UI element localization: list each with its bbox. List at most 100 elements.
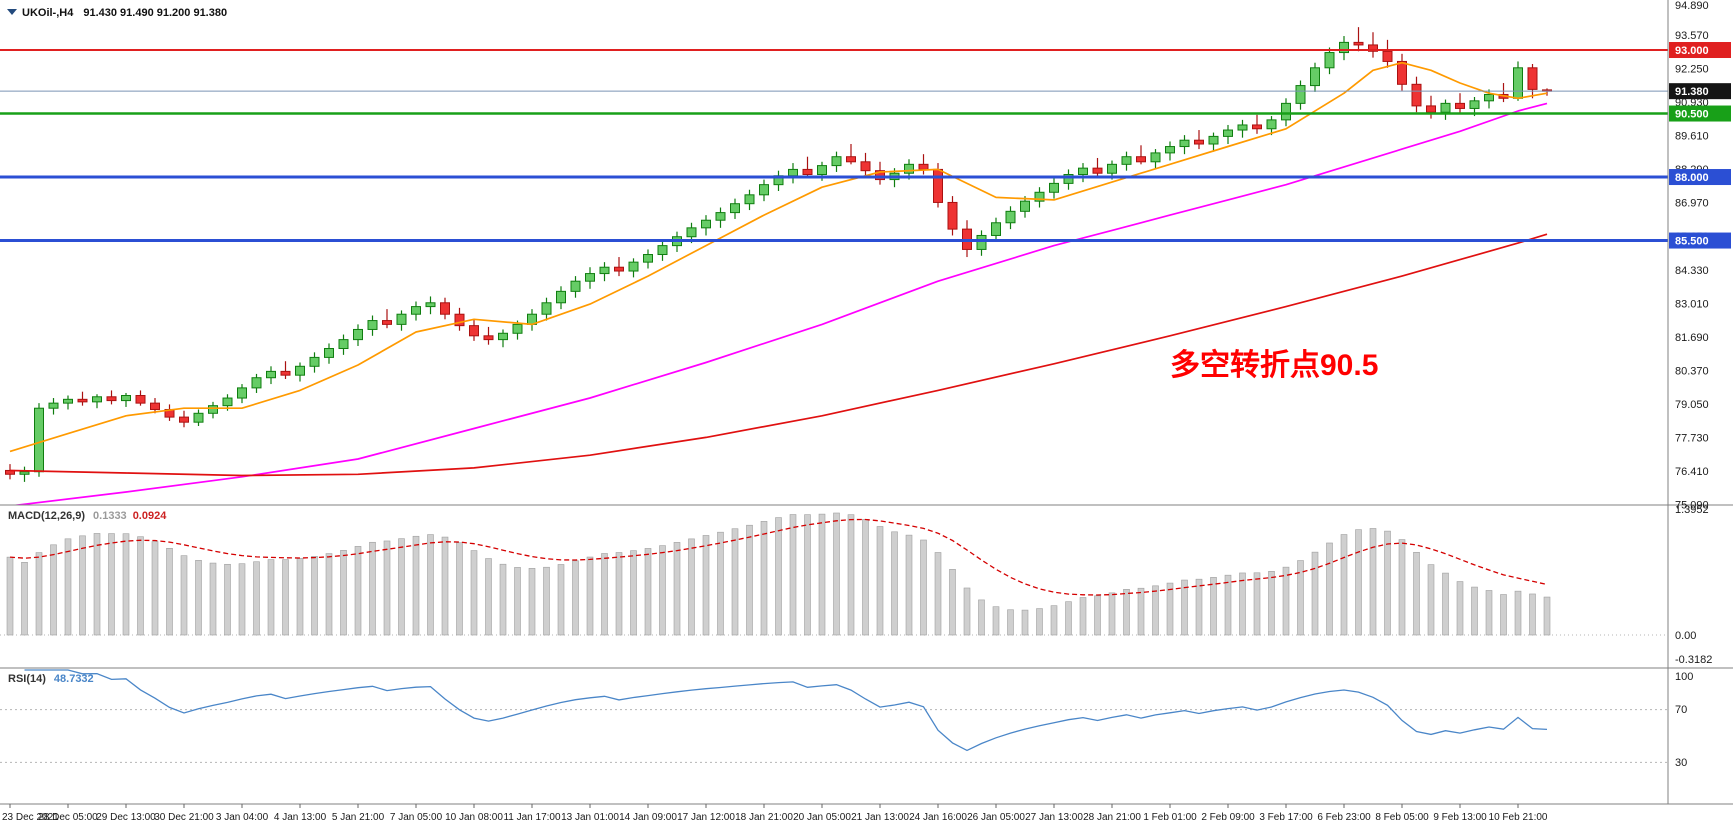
macd-histogram-bar <box>1224 574 1232 636</box>
macd-histogram-bar <box>963 587 971 636</box>
candle-body <box>1484 93 1494 102</box>
candle-body <box>744 194 755 205</box>
macd-histogram-bar <box>1166 582 1174 636</box>
candle-body <box>1324 52 1335 69</box>
candle-body <box>1527 67 1538 90</box>
macd-main-value: 0.1333 <box>93 510 127 522</box>
time-axis-label: 30 Dec 21:00 <box>154 812 214 823</box>
rsi-name: RSI(14) <box>8 673 46 685</box>
candle-body <box>1281 102 1291 121</box>
macd-histogram-bar <box>1340 534 1348 636</box>
candle-body <box>1339 41 1349 54</box>
candle-body <box>715 212 726 221</box>
candle-body <box>19 471 30 475</box>
macd-histogram-bar <box>1369 528 1377 636</box>
macd-histogram-bar <box>644 548 652 636</box>
time-axis-label: 14 Jan 09:00 <box>619 812 677 823</box>
candle-body <box>1150 152 1161 163</box>
macd-histogram-bar <box>1181 579 1188 636</box>
macd-histogram-bar <box>1398 539 1406 636</box>
price-axis-label: 89.610 <box>1675 131 1709 143</box>
macd-histogram-bar <box>1471 586 1478 636</box>
macd-histogram-bar <box>1355 529 1362 636</box>
macd-histogram-bar <box>1543 596 1551 636</box>
macd-signal-line <box>9 518 1548 596</box>
time-axis-label: 10 Feb 21:00 <box>1489 812 1548 823</box>
candle-body <box>1049 182 1059 193</box>
price-axis-label: 83.010 <box>1675 298 1709 310</box>
candle-body <box>1165 146 1175 154</box>
macd-histogram-bar <box>833 512 840 636</box>
candle-body <box>1107 163 1117 174</box>
candle-body <box>1136 156 1146 163</box>
macd-histogram-bar <box>1384 530 1391 636</box>
candle-body <box>382 320 392 325</box>
candle-body <box>1179 139 1190 148</box>
time-axis-label: 8 Feb 05:00 <box>1375 812 1429 823</box>
macd-histogram-bar <box>514 567 521 636</box>
macd-histogram-bar <box>1094 595 1101 636</box>
candle-body <box>324 348 334 358</box>
time-axis-label: 21 Jan 13:00 <box>851 812 909 823</box>
macd-histogram-bar <box>1282 566 1290 636</box>
macd-panel[interactable] <box>0 512 1668 636</box>
candle-body <box>1223 129 1233 137</box>
macd-histogram-bar <box>166 548 173 636</box>
macd-histogram-bar <box>1079 597 1087 636</box>
macd-histogram-bar <box>108 533 115 636</box>
candle-body <box>121 395 131 402</box>
price-axis-label: 75.090 <box>1675 500 1709 512</box>
candle-body <box>846 156 856 163</box>
macd-histogram-bar <box>1485 590 1493 636</box>
candle-body <box>1005 210 1016 224</box>
rsi-value: 48.7332 <box>54 673 94 685</box>
candle-body <box>1382 50 1393 62</box>
macd-histogram-bar <box>296 558 304 636</box>
candle-body <box>237 387 247 399</box>
price-tag <box>1669 42 1731 59</box>
macd-histogram-bar <box>1007 609 1014 636</box>
candle-body <box>295 365 305 376</box>
macd-histogram-bar <box>50 544 57 636</box>
price-axis-label: 93.570 <box>1675 30 1709 42</box>
macd-histogram-bar <box>717 531 724 636</box>
main-price-panel[interactable] <box>0 27 1668 506</box>
price-axis[interactable]: 94.89093.57092.25090.93089.61088.29086.9… <box>1669 0 1731 769</box>
candle-body <box>1295 85 1306 104</box>
ma-mid-line <box>11 102 1548 505</box>
macd-histogram-bar <box>1442 572 1449 636</box>
macd-histogram-bar <box>1137 587 1145 636</box>
macd-histogram-bar <box>456 542 463 636</box>
macd-histogram-bar <box>470 550 478 636</box>
candle-body <box>266 370 276 379</box>
macd-histogram-bar <box>1297 560 1304 636</box>
candle-body <box>483 335 494 341</box>
candle-body <box>730 203 740 214</box>
price-tag <box>1669 105 1731 122</box>
price-axis-label: 80.370 <box>1675 365 1709 377</box>
symbol-ohlc-label: UKOil-,H4 91.430 91.490 91.200 91.380 <box>22 7 227 19</box>
candle-body <box>1455 102 1465 109</box>
candle-body <box>425 302 436 308</box>
rsi-panel[interactable] <box>0 669 1668 763</box>
candle-body <box>77 398 88 403</box>
macd-histogram-bar <box>673 542 681 636</box>
macd-histogram-bar <box>499 563 507 636</box>
macd-histogram-bar <box>688 538 695 636</box>
time-axis-label: 5 Jan 21:00 <box>332 812 385 823</box>
macd-histogram-bar <box>876 526 884 636</box>
candle-body <box>686 227 697 238</box>
macd-histogram-bar <box>1065 601 1072 636</box>
macd-indicator-label: MACD(12,26,9) 0.1333 0.0924 <box>8 510 167 522</box>
candles-layer <box>5 27 1552 482</box>
macd-histogram-bar <box>992 606 1000 636</box>
candle-body <box>48 402 59 409</box>
time-axis-label: 27 Jan 13:00 <box>1025 812 1083 823</box>
candle-body <box>976 234 987 250</box>
candle-body <box>570 280 581 292</box>
macd-histogram-bar <box>934 552 942 636</box>
annotation-text[interactable]: 多空转折点90.5 <box>1170 349 1378 382</box>
